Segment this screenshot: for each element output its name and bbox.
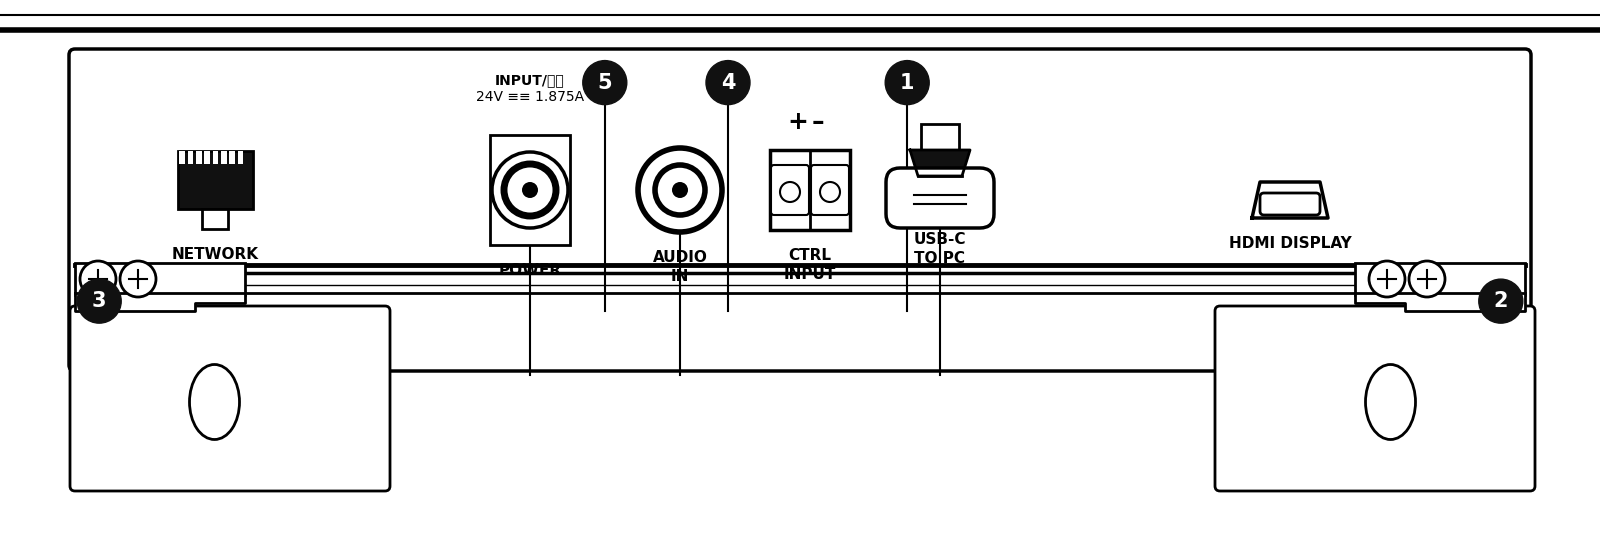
Circle shape (1370, 261, 1405, 297)
Bar (187, 151, 194, 164)
Text: AUDIO
IN: AUDIO IN (653, 250, 707, 284)
Circle shape (672, 182, 688, 198)
Circle shape (819, 182, 840, 202)
Circle shape (504, 164, 557, 216)
Text: 3: 3 (91, 291, 107, 311)
Text: USB-C
TO PC: USB-C TO PC (914, 232, 966, 265)
Bar (770, 150, 850, 230)
Bar (237, 151, 243, 164)
Text: 4: 4 (720, 72, 736, 93)
FancyBboxPatch shape (886, 168, 994, 228)
Bar (490, 135, 570, 245)
Circle shape (781, 182, 800, 202)
Circle shape (706, 61, 750, 104)
Circle shape (885, 61, 930, 104)
Bar (178, 151, 253, 209)
Ellipse shape (1365, 365, 1416, 440)
Bar (922, 124, 958, 150)
Bar (75, 263, 245, 295)
Bar (178, 151, 253, 209)
Bar (229, 151, 235, 164)
Polygon shape (1355, 293, 1525, 311)
Text: 5: 5 (597, 72, 613, 93)
Circle shape (1478, 279, 1523, 323)
Bar (195, 151, 202, 164)
Circle shape (120, 261, 157, 297)
Ellipse shape (189, 365, 240, 440)
Text: POWER: POWER (499, 263, 562, 278)
Text: INPUT/输入: INPUT/输入 (494, 73, 565, 87)
FancyBboxPatch shape (811, 165, 850, 215)
Text: CTRL
INPUT: CTRL INPUT (784, 248, 837, 281)
Text: NETWORK: NETWORK (171, 247, 259, 262)
Polygon shape (910, 150, 970, 176)
FancyBboxPatch shape (70, 306, 390, 491)
Text: 2: 2 (1493, 291, 1509, 311)
Polygon shape (1251, 182, 1328, 218)
Circle shape (80, 261, 115, 297)
FancyBboxPatch shape (1261, 193, 1320, 215)
Text: 1: 1 (899, 72, 915, 93)
Circle shape (1410, 261, 1445, 297)
Circle shape (582, 61, 627, 104)
Circle shape (522, 182, 538, 198)
Text: –: – (811, 110, 824, 134)
Circle shape (638, 148, 722, 232)
Bar (205, 151, 210, 164)
Bar (202, 209, 229, 229)
Text: +: + (787, 110, 808, 134)
Bar (1355, 263, 1525, 295)
Bar (213, 151, 219, 164)
Text: HDMI DISPLAY: HDMI DISPLAY (1229, 236, 1352, 251)
Circle shape (654, 165, 706, 215)
FancyBboxPatch shape (69, 49, 1531, 371)
Circle shape (77, 279, 122, 323)
FancyBboxPatch shape (771, 165, 810, 215)
Text: 24V ≡≡ 1.875A: 24V ≡≡ 1.875A (475, 90, 584, 104)
Polygon shape (75, 293, 245, 311)
Bar (179, 151, 186, 164)
Circle shape (493, 152, 568, 228)
Bar (221, 151, 227, 164)
FancyBboxPatch shape (1214, 306, 1534, 491)
